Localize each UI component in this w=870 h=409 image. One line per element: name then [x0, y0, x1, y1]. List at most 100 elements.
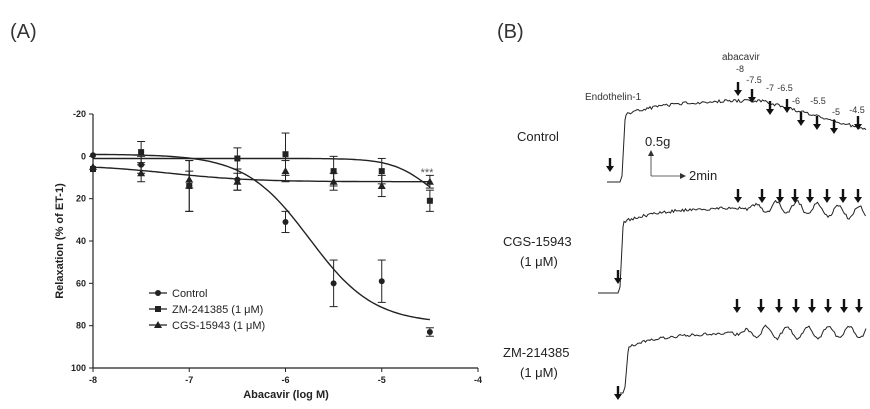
y-tick-label: 100 [71, 363, 86, 373]
x-tick-label: -4 [474, 375, 482, 385]
abacavir-arrow-cgs-head [734, 197, 742, 203]
trace-zm [620, 324, 867, 394]
y-axis-label: Relaxation (% of ET-1) [54, 183, 66, 299]
row-label-zm: ZM-214385 [503, 345, 569, 360]
abacavir-arrow-cgs-head [776, 197, 784, 203]
data-point-cgs [425, 177, 434, 185]
data-point-cgs [233, 177, 242, 185]
dose-response-chart: -20 0 20 40 60 80 100 -8 -7 -6 -5 -4 Relaxation (%… [54, 109, 482, 401]
x-tick-label: -8 [89, 375, 97, 385]
abacavir-arrow-control-head [854, 124, 862, 130]
significance-annotation: *** [421, 167, 435, 179]
scale-time-label: 2min [689, 168, 717, 183]
data-point-control [90, 152, 96, 159]
abacavir-arrow-zm-head [808, 307, 816, 313]
legend-item-cgs: CGS-15943 (1 μM) [149, 320, 265, 332]
concentration-label: -6 [792, 96, 800, 106]
scale-force-label: 0.5g [645, 134, 670, 149]
x-tick-label: -6 [281, 375, 289, 385]
endothelin-arrow-cgs-head [614, 278, 622, 284]
abacavir-arrow-zm-head [775, 307, 783, 313]
data-point-zm [330, 168, 337, 175]
data-point-control [330, 280, 337, 287]
legend-label-control: Control [172, 288, 207, 300]
abacavir-arrow-cgs-head [854, 197, 862, 203]
legend-marker-square [155, 306, 161, 312]
abacavir-arrow-zm-head [733, 307, 741, 313]
data-point-cgs [377, 181, 386, 189]
data-point-cgs [185, 175, 194, 183]
abacavir-arrow-cgs-head [791, 197, 799, 203]
y-tick-label: 60 [76, 278, 86, 288]
y-tick-label: -20 [73, 109, 86, 119]
abacavir-arrow-cgs-head [823, 197, 831, 203]
concentration-label: -8 [736, 64, 744, 74]
abacavir-arrow-zm-head [824, 307, 832, 313]
row-label-control: Control [517, 129, 559, 144]
legend-marker-circle [155, 290, 161, 296]
concentration-label: -5.5 [810, 96, 826, 106]
fit-curve-2 [92, 166, 430, 183]
x-tick-label: -7 [185, 375, 193, 385]
endothelin-arrow-zm-head [614, 394, 622, 400]
abacavir-label: abacavir [722, 52, 760, 63]
fit-curve-0 [93, 153, 430, 321]
x-axis-label: Abacavir (log M) [243, 389, 329, 401]
legend-label-cgs: CGS-15943 (1 μM) [172, 320, 265, 332]
trace-control [607, 98, 867, 183]
data-point-zm [378, 168, 385, 175]
abacavir-arrow-control-head [734, 90, 742, 96]
concentration-label: -6.5 [777, 83, 793, 93]
concentration-label: -5 [832, 107, 840, 117]
row-label-zm-conc: (1 μM) [520, 365, 558, 380]
y-tick-label: 80 [76, 321, 86, 331]
data-point-zm [426, 197, 433, 204]
panel-a-label: (A) [10, 21, 37, 43]
data-point-zm [138, 149, 145, 156]
concentration-label: -7 [766, 83, 774, 93]
data-point-zm [234, 155, 241, 162]
endothelin-label: Endothelin-1 [585, 92, 642, 103]
chart-legend: Control ZM-241385 (1 μM) CGS-15943 (1 μM… [149, 288, 265, 332]
panel-b-label: (B) [497, 21, 524, 43]
data-point-control [138, 161, 145, 168]
data-point-cgs [329, 177, 338, 185]
concentration-label: -4.5 [849, 105, 865, 115]
scale-bar-arrow-right [680, 173, 686, 179]
abacavir-arrow-cgs-head [839, 197, 847, 203]
abacavir-arrow-control-head [783, 107, 791, 113]
data-point-cgs [281, 167, 290, 175]
y-tick-label: 40 [76, 236, 86, 246]
data-point-cgs [137, 169, 146, 177]
abacavir-arrow-control-head [748, 97, 756, 103]
abacavir-arrow-control-head [797, 120, 805, 126]
concentration-label: -7.5 [746, 75, 762, 85]
abacavir-arrow-zm-head [840, 307, 848, 313]
legend-marker-triangle [154, 321, 162, 328]
abacavir-arrow-control-head [766, 109, 774, 115]
fit-curve-1 [93, 157, 431, 188]
row-label-cgs: CGS-15943 [503, 234, 572, 249]
scale-bar-arrow-up [648, 150, 654, 156]
data-point-control [282, 218, 289, 225]
data-point-cgs [89, 162, 97, 170]
legend-item-zm: ZM-241385 (1 μM) [149, 304, 263, 316]
abacavir-arrow-zm-head [757, 307, 765, 313]
scale-bar: 0.5g 2min [645, 134, 717, 183]
abacavir-arrow-cgs-head [806, 197, 814, 203]
row-label-cgs-conc: (1 μM) [520, 254, 558, 269]
legend-item-control: Control [149, 288, 207, 300]
trace-cgs [598, 199, 866, 294]
data-point-zm [282, 151, 289, 158]
abacavir-arrow-control-head [813, 124, 821, 130]
x-tick-label: -5 [378, 375, 386, 385]
abacavir-arrow-cgs-head [758, 197, 766, 203]
abacavir-arrow-zm-head [855, 307, 863, 313]
tension-traces-panel: Endothelin-1 abacavir Control CGS-15943 … [503, 52, 867, 400]
endothelin-arrow-control-head [606, 166, 614, 172]
data-point-zm [186, 182, 193, 189]
y-tick-label: 0 [81, 151, 86, 161]
legend-label-zm: ZM-241385 (1 μM) [172, 304, 263, 316]
